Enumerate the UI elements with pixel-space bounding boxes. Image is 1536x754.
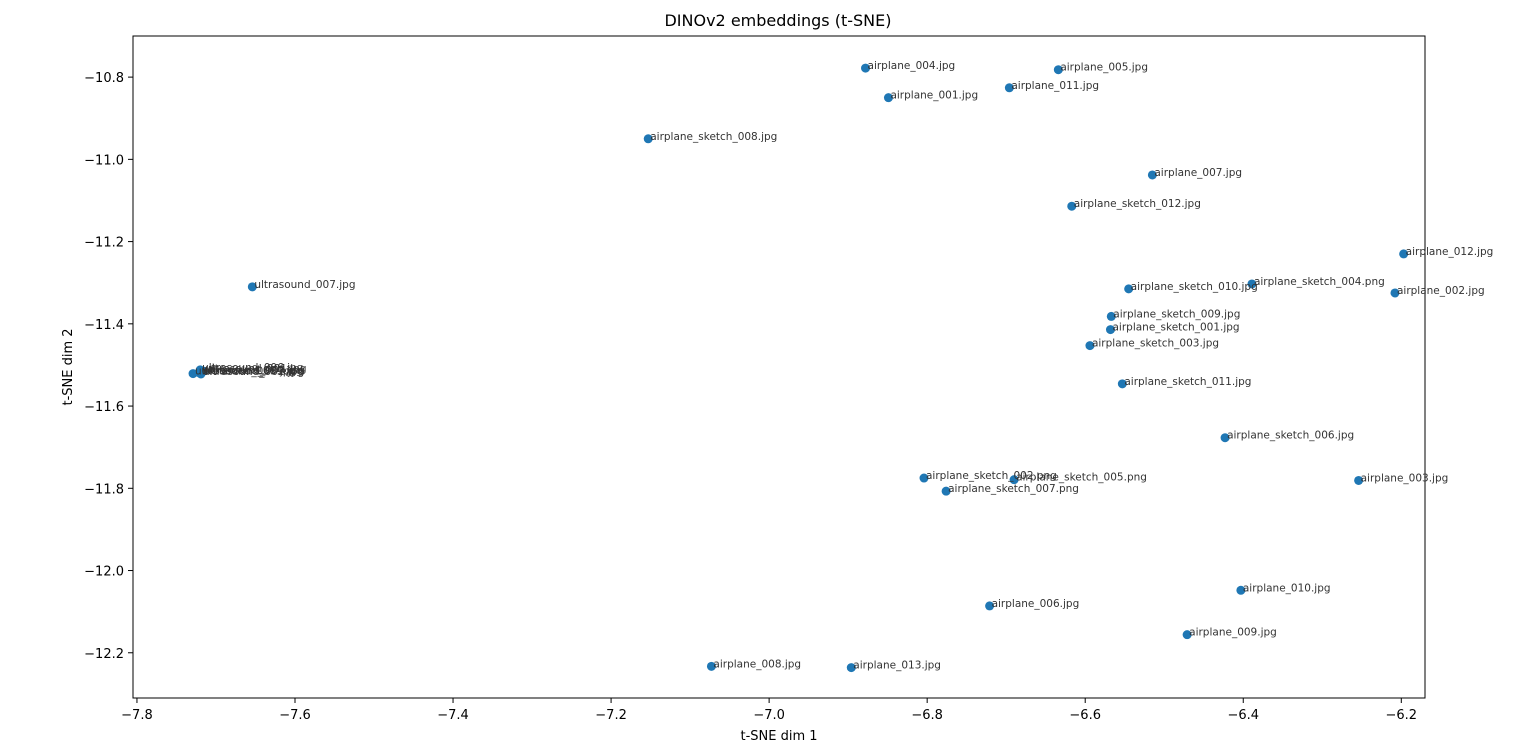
point-label: airplane_sketch_008.jpg — [650, 131, 777, 143]
point-label: airplane_sketch_009.jpg — [1113, 308, 1240, 320]
y-tick-label: −12.2 — [84, 647, 124, 662]
data-point — [1009, 475, 1019, 485]
data-point — [1247, 279, 1257, 289]
point-label: ultrasound_004.jpg — [201, 365, 302, 377]
x-tick-label: −6.4 — [1227, 708, 1259, 723]
data-point — [1220, 433, 1230, 443]
point-label: airplane_003.jpg — [1361, 472, 1449, 484]
data-point — [643, 134, 653, 144]
point-label: airplane_009.jpg — [1189, 627, 1277, 639]
x-tick-label: −6.2 — [1386, 708, 1418, 723]
data-point — [1182, 630, 1192, 640]
data-point — [1067, 201, 1077, 211]
point-label: ultrasound_007.jpg — [254, 279, 355, 291]
point-label: airplane_sketch_005.png — [1016, 472, 1147, 484]
y-tick-label: −11.2 — [84, 236, 124, 251]
data-point — [1124, 284, 1134, 294]
data-point — [196, 369, 206, 379]
data-point — [1117, 379, 1127, 389]
data-point — [941, 486, 951, 496]
x-tick-label: −7.2 — [595, 708, 627, 723]
point-labels: airplane_004.jpg airplane_005.jpg airplane… — [195, 60, 1493, 672]
point-label: airplane_sketch_003.jpg — [1092, 338, 1219, 350]
data-points — [188, 63, 1409, 673]
point-label: airplane_010.jpg — [1243, 582, 1331, 594]
data-point — [1399, 249, 1409, 259]
data-point — [1390, 288, 1400, 298]
point-label: airplane_005.jpg — [1060, 62, 1148, 74]
plot-area — [132, 35, 1426, 699]
point-label: ultrasound_001.jpg — [205, 363, 306, 375]
data-point — [188, 369, 198, 379]
point-label: airplane_011.jpg — [1011, 80, 1099, 92]
point-label: ultrasound_002.jpg — [203, 366, 304, 378]
x-tick-label: −7.8 — [121, 708, 153, 723]
data-point — [1147, 170, 1157, 180]
data-point — [1106, 311, 1116, 321]
data-point — [1354, 475, 1364, 485]
point-label: airplane_012.jpg — [1406, 246, 1494, 258]
point-label: airplane_sketch_010.jpg — [1131, 281, 1258, 293]
data-point — [1236, 585, 1246, 595]
y-axis-label: t-SNE dim 2 — [61, 328, 76, 405]
x-axis: −7.8 −7.6 −7.4 −7.2 −7.0 −6.8 −6.6 −6.4 −6.2 — [121, 698, 1417, 723]
data-point — [919, 473, 929, 483]
point-label: ultrasound_006.jpg — [202, 362, 303, 374]
chart-title: DINOv2 embeddings (t-SNE) — [664, 11, 891, 30]
point-label: airplane_006.jpg — [992, 598, 1080, 610]
point-label: airplane_sketch_001.jpg — [1112, 322, 1239, 334]
data-point — [247, 282, 257, 292]
x-tick-label: −7.6 — [279, 708, 311, 723]
x-tick-label: −7.4 — [437, 708, 469, 723]
data-point — [1105, 325, 1115, 335]
y-tick-label: −11.4 — [84, 318, 124, 333]
point-label: ultrasound_005.jpg — [195, 366, 296, 378]
data-point — [1004, 83, 1014, 93]
data-point — [883, 93, 893, 103]
data-point — [1085, 341, 1095, 351]
y-tick-label: −12.0 — [84, 565, 124, 580]
data-point — [861, 63, 871, 73]
point-label: airplane_007.jpg — [1154, 167, 1242, 179]
data-point — [985, 601, 995, 611]
x-axis-label: t-SNE dim 1 — [740, 729, 817, 744]
y-axis: −10.8 −11.0 −11.2 −11.4 −11.6 −11.8 −12.0 −12.2 — [84, 71, 133, 662]
point-label: airplane_sketch_004.png — [1254, 276, 1385, 288]
point-label: airplane_sketch_002.png — [926, 470, 1057, 482]
data-point — [1053, 65, 1063, 75]
point-label: airplane_sketch_012.jpg — [1074, 198, 1201, 210]
data-point — [706, 661, 716, 671]
data-point — [846, 663, 856, 673]
y-tick-label: −11.0 — [84, 153, 124, 168]
point-label: airplane_sketch_007.png — [948, 483, 1079, 495]
y-tick-label: −10.8 — [84, 71, 124, 86]
point-label: airplane_001.jpg — [890, 90, 978, 102]
y-tick-label: −11.6 — [84, 400, 124, 415]
point-label: airplane_008.jpg — [713, 658, 801, 670]
y-tick-label: −11.8 — [84, 482, 124, 497]
point-label: airplane_sketch_006.jpg — [1227, 430, 1354, 442]
x-tick-label: −7.0 — [753, 708, 785, 723]
x-tick-label: −6.6 — [1069, 708, 1101, 723]
point-label: ultrasound_003.jpg — [204, 364, 305, 376]
point-label: airplane_004.jpg — [868, 60, 956, 72]
point-label: airplane_sketch_011.jpg — [1124, 376, 1251, 388]
point-label: airplane_013.jpg — [853, 660, 941, 672]
plot-frame — [132, 35, 1426, 699]
point-label: airplane_002.jpg — [1397, 285, 1485, 297]
x-tick-label: −6.8 — [911, 708, 943, 723]
